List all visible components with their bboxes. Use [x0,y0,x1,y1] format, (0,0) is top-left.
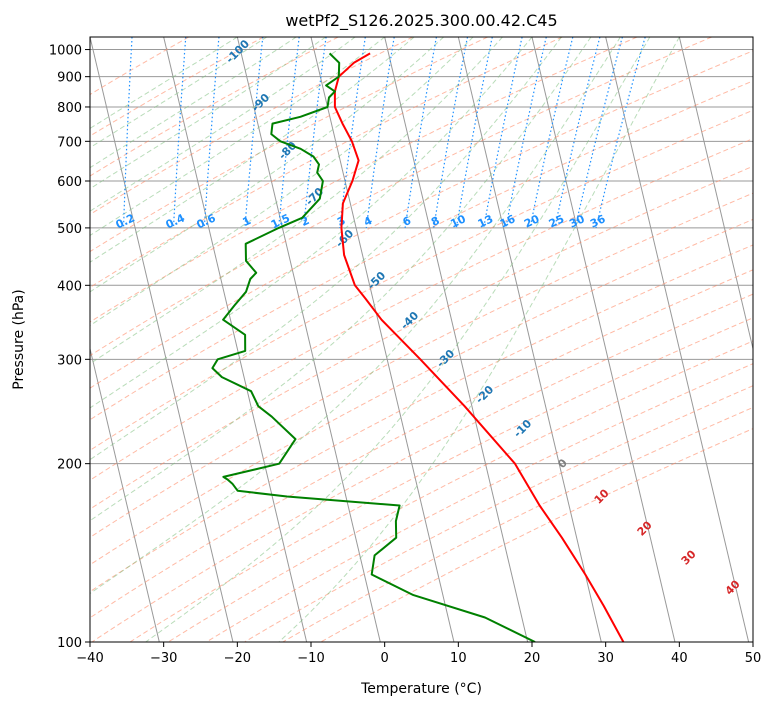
y-tick-label: 900 [57,71,82,86]
x-tick-label: −30 [150,651,177,666]
y-tick-label: 1000 [49,44,82,59]
x-tick-label: −20 [224,651,251,666]
y-axis-label: Pressure (hPa) [11,289,27,389]
moist-adiabat [90,37,503,365]
mixing-ratio-line [339,37,366,228]
dry-adiabat [282,406,753,642]
mixing-ratio-line [455,37,493,228]
sounding-profiles [211,52,625,642]
mixing-ratio-line [529,37,574,229]
dry-adiabat [90,218,753,566]
dry-adiabat [244,385,753,642]
y-tick-label: 400 [57,279,82,294]
moist-adiabats [90,37,680,642]
mixing-ratio-line [505,37,547,229]
mixing-ratio-label: 10 [448,212,468,230]
chart-title: wetPf2_S126.2025.300.00.42.C45 [285,11,557,31]
mixing-ratio-line [365,37,395,228]
mixing-ratio-line [574,37,623,229]
mixing-ratio-label: 30 [567,212,587,230]
x-tick-label: 30 [597,651,614,666]
y-tick-label: 600 [57,175,82,190]
isotherm-line [310,37,455,642]
mixing-ratio-line [244,37,264,228]
plot-frame [89,36,754,643]
dry-adiabat [90,37,712,357]
y-tick-label: 100 [57,636,82,651]
isotherm-line [384,37,529,642]
isotherm-line [236,37,381,642]
x-tick-label: 40 [671,651,688,666]
mixing-ratio-label: 13 [476,212,495,230]
mixing-ratio-line [554,37,601,229]
x-tick-label: −40 [76,651,103,666]
isotherm-line [90,346,160,642]
moist-adiabat [90,37,444,293]
y-axis: 1000 900 800 700 600 500 400 300 200 100 [49,44,90,651]
dry-adiabats [90,37,753,642]
plot-area: -100-90-80-70-60-50-40-30-20-10010203040… [90,37,753,642]
dry-adiabat [90,37,339,177]
isotherm-line [605,37,750,642]
moist-adiabat [90,37,533,409]
x-tick-label: −10 [297,651,324,666]
mixing-ratio-line [595,37,646,229]
x-tick-label: 0 [381,651,389,666]
x-axis-label: Temperature (°C) [360,681,482,697]
y-tick-label: 500 [57,222,82,237]
dry-adiabat [206,363,753,642]
dry-adiabat [91,293,753,642]
isotherm-line [678,37,753,351]
moist-adiabat [90,37,356,212]
dry-adiabat [90,50,753,389]
dry-adiabat [90,192,753,538]
x-axis: −40 −30 −20 −10 0 10 20 30 40 50 [76,642,761,666]
isotherm-line [531,37,676,642]
moist-adiabat [90,37,621,595]
temperature-profile [333,52,625,642]
isotherm-line [90,37,234,642]
x-tick-label: 20 [524,651,541,666]
moist-adiabat [90,37,415,263]
dry-adiabat [90,269,753,619]
x-tick-label: 10 [450,651,467,666]
mixing-ratio-line [302,37,327,228]
dry-adiabat [90,37,414,216]
moist-adiabat [90,37,386,237]
mixing-ratio-label: 25 [547,212,566,230]
moist-adiabat [90,37,326,190]
mixing-ratio-line [278,37,300,228]
dry-adiabat [90,244,753,593]
y-tick-label: 800 [57,101,82,116]
moist-adiabat [278,37,680,642]
y-tick-label: 300 [57,353,82,368]
dry-adiabat [90,80,753,421]
moist-adiabat [90,37,592,522]
mixing-ratio-label: 20 [522,212,542,230]
x-tick-label: 50 [745,651,762,666]
dry-adiabat [90,138,753,481]
y-tick-label: 200 [57,458,82,473]
dry-adiabat [129,317,753,642]
dry-adiabat [90,109,753,451]
mixing-ratio-lines [122,37,646,229]
mixing-ratio-line [203,37,220,228]
dewpoint-profile [211,52,536,642]
moist-adiabat [90,37,562,461]
mixing-ratio-line [483,37,523,229]
y-tick-label: 700 [57,135,82,150]
moist-adiabat [90,37,474,327]
isotherm-line [163,37,308,642]
skewed-isotherms [90,37,753,642]
mixing-ratio-label: 16 [498,212,518,230]
mixing-ratio-label: 36 [588,212,608,230]
moist-adiabat [145,37,651,642]
